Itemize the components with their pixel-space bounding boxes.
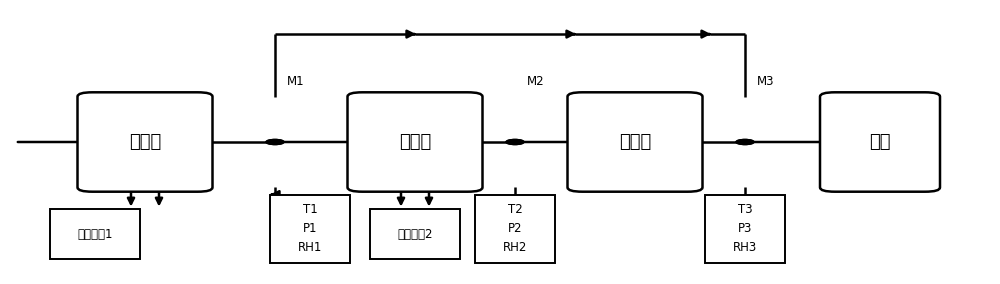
Text: M2: M2: [527, 75, 545, 88]
Text: 中冷器: 中冷器: [399, 133, 431, 151]
Text: T3
P3
RH3: T3 P3 RH3: [733, 203, 757, 254]
Bar: [370, 210, 460, 259]
Circle shape: [736, 139, 754, 145]
Text: 增湿器: 增湿器: [619, 133, 651, 151]
Text: T1
P1
RH1: T1 P1 RH1: [298, 203, 322, 254]
Text: 冷却回路1: 冷却回路1: [77, 228, 113, 241]
Bar: [270, 195, 350, 263]
Circle shape: [506, 139, 524, 145]
Text: 电堆: 电堆: [869, 133, 891, 151]
Bar: [475, 195, 555, 263]
FancyBboxPatch shape: [78, 92, 213, 192]
Bar: [50, 210, 140, 259]
Circle shape: [736, 139, 754, 145]
FancyBboxPatch shape: [820, 92, 940, 192]
Text: T2
P2
RH2: T2 P2 RH2: [503, 203, 527, 254]
FancyBboxPatch shape: [348, 92, 482, 192]
Text: 冷却回路2: 冷却回路2: [397, 228, 433, 241]
FancyBboxPatch shape: [568, 92, 702, 192]
Circle shape: [266, 139, 284, 145]
Circle shape: [266, 139, 284, 145]
Circle shape: [506, 139, 524, 145]
Text: M1: M1: [287, 75, 305, 88]
Text: 空压机: 空压机: [129, 133, 161, 151]
Text: M3: M3: [757, 75, 774, 88]
Bar: [705, 195, 785, 263]
